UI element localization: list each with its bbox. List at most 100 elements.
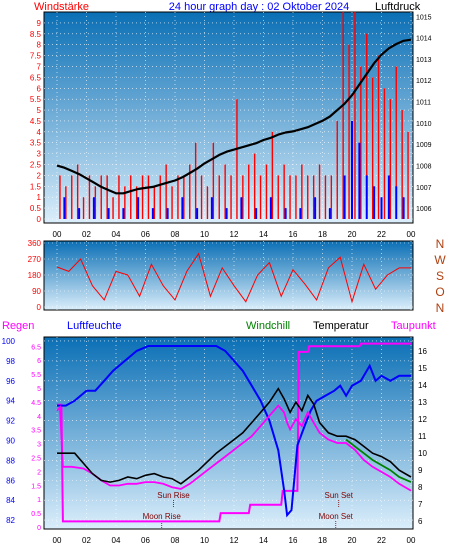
humidity-tick-label: 88	[6, 456, 15, 465]
time-tick-label: 14	[259, 536, 268, 545]
temperature-tick-label: 7	[418, 500, 423, 509]
temperature-tick-label: 15	[418, 364, 427, 373]
time-tick-label: 00	[407, 536, 416, 545]
rain-tick-label: 2.5	[31, 456, 41, 463]
time-tick-label: 04	[112, 230, 121, 239]
temperature-line	[57, 387, 412, 485]
time-tick-label: 00	[53, 536, 62, 545]
compass-label: O	[435, 285, 444, 299]
pressure-tick-label: 1014	[416, 36, 432, 43]
temperature-tick-label: 14	[418, 381, 427, 390]
wind-tick-label: 5	[37, 106, 42, 115]
temperature-tick-label: 11	[418, 432, 427, 441]
time-tick-label: 04	[112, 536, 121, 545]
astro-annotation: Sun Rise	[157, 491, 190, 500]
humidity-line	[57, 345, 411, 518]
wind-tick-label: 1.5	[30, 182, 42, 191]
temperature-tick-label: 13	[418, 398, 427, 407]
rain-tick-label: 6.5	[31, 344, 41, 351]
astro-annotation: Moon Set	[319, 512, 354, 521]
rain-tick-label: 4	[37, 414, 41, 421]
temperature-tick-label: 6	[418, 517, 423, 526]
rain-tick-label: 0.5	[31, 511, 41, 518]
legend-rain: Regen	[2, 320, 34, 332]
wind-tick-label: 4.5	[30, 117, 42, 126]
pressure-tick-label: 1007	[416, 185, 432, 192]
direction-tick-label: 90	[32, 287, 41, 296]
humidity-tick-label: 92	[6, 417, 15, 426]
direction-tick-label: 360	[28, 239, 42, 248]
pressure-tick-label: 1015	[416, 14, 432, 21]
time-tick-label: 20	[348, 536, 357, 545]
time-tick-label: 22	[377, 230, 386, 239]
time-tick-label: 10	[200, 536, 209, 545]
rain-tick-label: 3	[37, 442, 41, 449]
header-center: 24 hour graph day : 02 Oktober 2024	[169, 1, 349, 13]
humidity-tick-label: 94	[6, 397, 15, 406]
header-right: Luftdruck	[375, 1, 421, 13]
time-tick-label: 00	[53, 230, 62, 239]
time-tick-label: 00	[407, 230, 416, 239]
pressure-line	[56, 38, 412, 195]
temperature-tick-label: 8	[418, 483, 423, 492]
compass-label: W	[434, 253, 446, 267]
time-tick-label: 20	[348, 230, 357, 239]
humidity-temperature-panel: Regen Luftfeuchte Windchill Temperatur T…	[2, 320, 436, 545]
time-tick-label: 16	[289, 230, 298, 239]
header-left: Windstärke	[34, 1, 89, 13]
pressure-tick-label: 1011	[416, 100, 431, 107]
direction-tick-label: 180	[28, 271, 42, 280]
time-tick-label: 02	[82, 536, 91, 545]
humidity-tick-label: 100	[2, 337, 16, 346]
humidity-tick-label: 96	[6, 377, 15, 386]
rain-tick-label: 5.5	[31, 372, 41, 379]
compass-label: N	[436, 237, 445, 251]
time-tick-label: 12	[230, 536, 239, 545]
rain-tick-label: 0	[37, 525, 41, 532]
time-tick-label: 12	[230, 230, 239, 239]
pressure-tick-label: 1012	[416, 78, 432, 85]
rain-tick-label: 5	[37, 386, 41, 393]
direction-tick-label: 0	[37, 303, 42, 312]
windchill-line	[345, 438, 412, 483]
rain-tick-label: 4.5	[31, 400, 41, 407]
legend-humidity: Luftfeuchte	[67, 320, 121, 332]
direction-tick-label: 270	[28, 255, 42, 264]
time-tick-label: 10	[200, 230, 209, 239]
humidity-tick-label: 90	[6, 436, 15, 445]
time-tick-label: 14	[259, 230, 268, 239]
rain-tick-label: 1	[37, 497, 41, 504]
time-tick-label: 22	[377, 536, 386, 545]
legend-dewpoint: Taupunkt	[391, 320, 436, 332]
time-tick-label: 16	[289, 536, 298, 545]
legend-windchill: Windchill	[246, 320, 290, 332]
rain-tick-label: 6	[37, 358, 41, 365]
time-tick-label: 08	[171, 536, 180, 545]
wind-tick-label: 4	[37, 128, 42, 137]
wind-tick-label: 2	[37, 171, 42, 180]
wind-tick-label: 8.5	[30, 30, 42, 39]
wind-tick-label: 6.5	[30, 73, 42, 82]
astro-annotation: Sun Set	[324, 491, 353, 500]
compass-label: S	[436, 269, 444, 283]
wind-tick-label: 9	[37, 19, 42, 28]
pressure-tick-label: 1009	[416, 142, 432, 149]
wind-tick-label: 7.5	[30, 52, 42, 61]
wind-tick-label: 7	[37, 62, 42, 71]
rain-tick-label: 1.5	[31, 483, 41, 490]
pressure-tick-label: 1010	[416, 121, 432, 128]
humidity-tick-label: 86	[6, 476, 15, 485]
rain-tick-label: 3.5	[31, 428, 41, 435]
time-tick-label: 02	[82, 230, 91, 239]
dewpoint-line	[56, 404, 412, 492]
humidity-tick-label: 82	[6, 516, 15, 525]
wind-tick-label: 8	[37, 41, 42, 50]
wind-tick-label: 3.5	[30, 139, 42, 148]
time-tick-label: 18	[318, 230, 327, 239]
time-tick-label: 08	[171, 230, 180, 239]
humidity-tick-label: 98	[6, 357, 15, 366]
time-tick-label: 06	[141, 536, 150, 545]
pressure-tick-label: 1006	[416, 206, 432, 213]
